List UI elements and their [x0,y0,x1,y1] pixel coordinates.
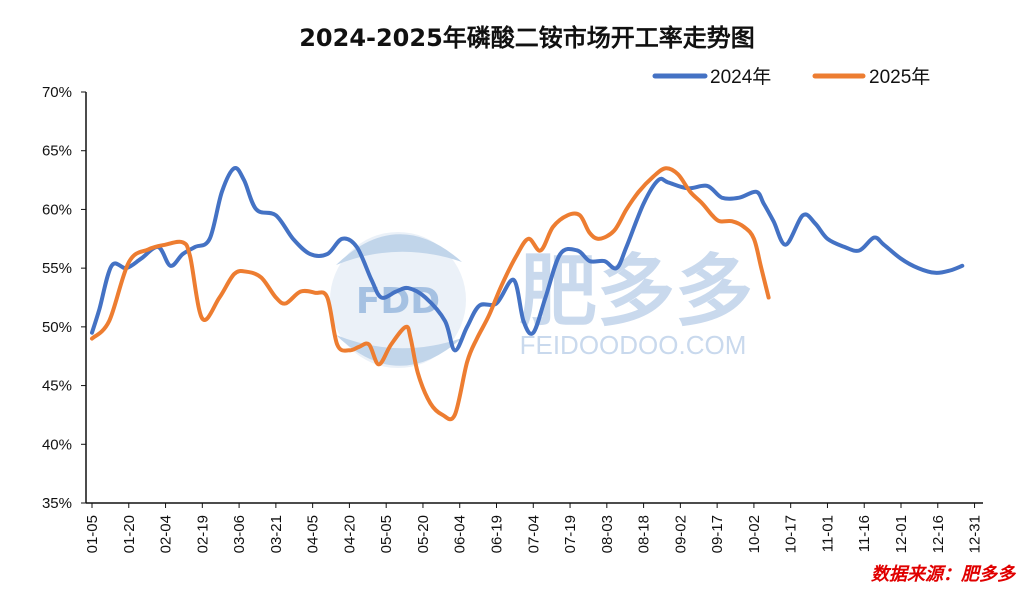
watermark-logo-leaf-top [336,234,462,265]
x-tick-label: 03-21 [268,515,285,553]
legend: 2024年 2025年 [652,66,930,88]
legend-label-2024: 2024年 [710,66,771,88]
y-tick-label: 40% [42,436,72,453]
x-tick-label: 11-01 [819,515,836,552]
legend-label-2025: 2025年 [869,66,930,88]
x-tick-label: 10-02 [746,515,763,553]
series-line-2024 [90,166,965,353]
x-tick-label: 08-18 [636,515,653,553]
watermark-logo-text: FDD [356,281,440,322]
x-tick-label: 04-05 [305,515,322,553]
x-tick-label: 11-16 [856,515,873,552]
y-tick-group: 35% 40% 45% 50% 55% 60% 65% 70% [42,84,86,512]
source-note: 数据来源：肥多多 [871,564,1017,585]
watermark-logo-leaf-bottom [336,335,462,366]
x-tick-label: 04-20 [341,515,358,553]
x-tick-label: 03-06 [231,515,248,553]
y-tick-label: 65% [42,143,72,160]
x-tick-label: 07-04 [525,515,542,553]
y-tick-label: 45% [42,378,72,395]
watermark-brand-text: 肥多多 [519,247,753,337]
x-tick-label: 01-05 [84,515,101,553]
y-tick-label: 70% [42,84,72,101]
x-tick-label: 06-04 [452,515,469,553]
x-tick-label: 07-19 [562,515,579,553]
x-tick-label: 06-19 [489,515,506,553]
x-tick-label: 12-31 [967,515,984,553]
y-tick-label: 50% [42,319,72,336]
x-tick-label: 10-17 [783,515,800,553]
x-tick-label: 05-20 [415,515,432,553]
series-line-2025 [90,166,771,422]
series-group [90,166,965,422]
x-tick-label: 08-03 [599,515,616,553]
chart-title: 2024-2025年磷酸二铵市场开工率走势图 [299,24,755,52]
x-tick-group: 01-05 01-20 02-04 02-19 03-06 03-21 04-05 04-20… [84,503,984,553]
x-tick-label: 01-20 [121,515,138,553]
y-tick-label: 60% [42,201,72,218]
x-tick-label: 12-16 [930,515,947,553]
watermark-url-text: FEIDOODOO.COM [520,330,747,360]
x-tick-label: 09-17 [709,515,726,553]
x-tick-label: 09-02 [672,515,689,553]
y-tick-label: 55% [42,260,72,277]
x-tick-label: 05-05 [378,515,395,553]
x-tick-label: 02-19 [194,515,211,553]
x-tick-label: 02-04 [158,515,175,553]
y-tick-label: 35% [42,495,72,512]
x-tick-label: 12-01 [893,515,910,553]
watermark: FDD 肥多多 FEIDOODOO.COM [330,232,753,368]
